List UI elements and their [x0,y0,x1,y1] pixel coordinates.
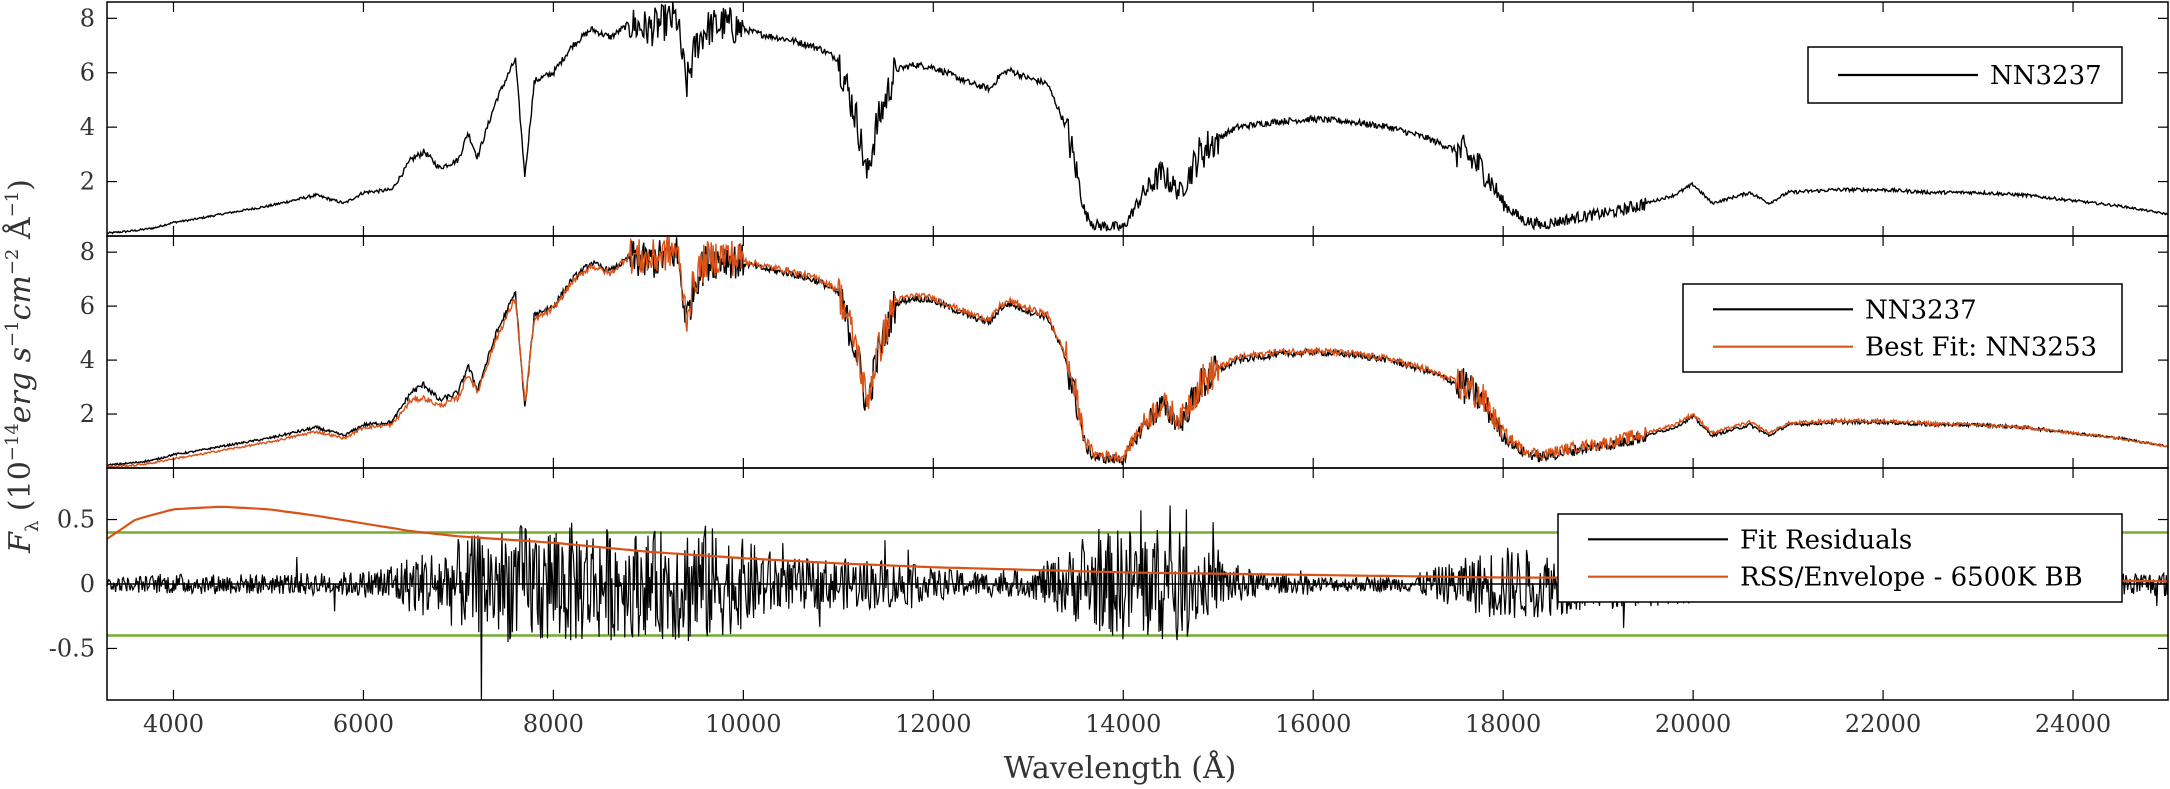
x-tick-label: 4000 [143,710,204,738]
x-tick-label: 10000 [705,710,781,738]
legend-label: Best Fit: NN3253 [1865,333,2097,363]
x-tick-label: 12000 [895,710,971,738]
y-tick-label: 6 [80,292,95,320]
x-axis-title: Wavelength (Å) [1004,750,1237,786]
x-tick-label: 20000 [1655,710,1731,738]
x-tick-label: 14000 [1085,710,1161,738]
legend-box [1557,513,2123,603]
legend: NN3237 Best Fit: NN3253 [1682,283,2123,373]
legend-box [1682,283,2123,373]
y-tick-label: 8 [80,4,95,32]
y-tick-label: 0.5 [57,506,95,534]
x-tick-label: 22000 [1845,710,1921,738]
y-tick-label: 8 [80,238,95,266]
legend-label: NN3237 [1990,61,2102,91]
legend: Fit Residuals RSS/Envelope - 6500K BB [1557,513,2123,603]
plot-area [107,236,2168,468]
x-tick-label: 24000 [2035,710,2111,738]
plot-area [107,2,2168,235]
panel-middle: 2 4 6 8 NN3237 Best Fit: NN3253 [80,235,2169,469]
y-tick-label: -0.5 [49,634,95,662]
y-tick-label: 4 [80,346,95,374]
x-tick-label: 6000 [333,710,394,738]
legend: NN3237 [1807,46,2123,104]
series-line-best-fit-nn3253 [107,236,2168,468]
x-tick-label: 8000 [523,710,584,738]
series-line-nn3237 [107,2,2168,235]
x-tick-label: 16000 [1275,710,1351,738]
y-tick-label: 2 [80,168,95,196]
y-tick-label: 2 [80,400,95,428]
y-tick-label: 6 [80,59,95,87]
panel-top: 2 4 6 8 NN3237 [80,1,2169,237]
y-tick-label: 0 [80,570,95,598]
legend-label: Fit Residuals [1740,525,1912,555]
panel-bottom: -0.5 0 0.5 4000 6000 8000 10000 12000 14000 16000… [49,467,2169,738]
y-tick-label: 4 [80,113,95,141]
legend-label: NN3237 [1865,295,1977,325]
legend-label: RSS/Envelope - 6500K BB [1740,563,2083,593]
y-axis-title: Fλ (10−14erg s−1cm−2 Å−1) [2,179,43,554]
x-tick-label: 18000 [1465,710,1541,738]
